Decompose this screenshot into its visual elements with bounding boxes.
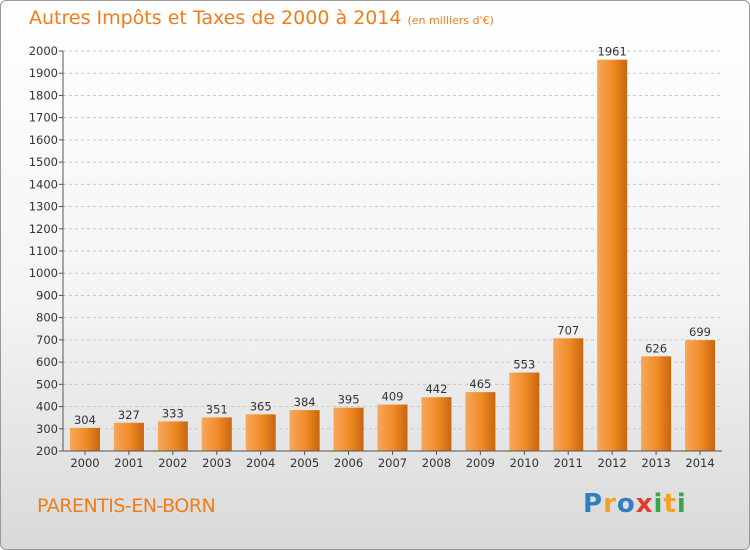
value-label: 395	[338, 393, 360, 407]
x-tick-label: 2000	[70, 456, 99, 470]
logo-letter: P	[583, 489, 604, 519]
y-tick-label: 900	[36, 288, 58, 302]
bar	[157, 421, 188, 451]
city-name: PARENTIS-EN-BORN	[37, 495, 216, 517]
y-tick-label: 800	[36, 311, 58, 325]
y-tick-label: 600	[36, 355, 58, 369]
logo-letter: i	[653, 489, 664, 519]
y-tick-label: 1800	[29, 88, 58, 102]
value-label: 1961	[598, 45, 627, 59]
value-label: 365	[250, 399, 272, 413]
chart-title-block: Autres Impôts et Taxes de 2000 à 2014 (en…	[29, 7, 494, 29]
value-label: 626	[645, 341, 667, 355]
bar	[597, 59, 628, 452]
value-label: 707	[557, 323, 579, 337]
x-tick-label: 2004	[246, 456, 275, 470]
chart-title: Autres Impôts et Taxes de 2000 à 2014	[29, 7, 402, 29]
chart-unit-note: (en milliers d'€)	[407, 14, 494, 27]
bar	[641, 356, 672, 451]
x-tick-label: 2009	[466, 456, 495, 470]
value-label: 333	[162, 406, 184, 420]
y-tick-label: 700	[36, 333, 58, 347]
x-tick-label: 2013	[641, 456, 670, 470]
y-tick-label: 2000	[29, 44, 58, 58]
bar	[377, 404, 408, 451]
bar	[465, 392, 496, 451]
x-tick-label: 2011	[554, 456, 583, 470]
x-tick-label: 2005	[290, 456, 319, 470]
y-tick-label: 1700	[29, 111, 58, 125]
y-tick-label: 1200	[29, 222, 58, 236]
bar	[685, 340, 716, 451]
value-label: 553	[513, 358, 535, 372]
x-tick-label: 2007	[378, 456, 407, 470]
value-label: 442	[425, 382, 447, 396]
value-label: 465	[469, 377, 491, 391]
y-tick-label: 1300	[29, 200, 58, 214]
bar	[333, 407, 364, 451]
y-tick-label: 1100	[29, 244, 58, 258]
bar	[69, 427, 100, 451]
y-tick-label: 1900	[29, 66, 58, 80]
bar	[113, 422, 144, 451]
x-tick-label: 2014	[685, 456, 714, 470]
x-tick-label: 2008	[422, 456, 451, 470]
proxiti-logo: Proxiti	[583, 489, 687, 519]
x-tick-label: 2010	[510, 456, 539, 470]
logo-letter: r	[603, 489, 617, 519]
y-tick-label: 300	[36, 422, 58, 436]
logo-letter: o	[616, 489, 636, 519]
bar	[509, 372, 540, 451]
bar	[245, 414, 276, 451]
value-label: 384	[294, 395, 316, 409]
x-tick-label: 2012	[598, 456, 627, 470]
x-tick-label: 2003	[202, 456, 231, 470]
value-label: 699	[689, 325, 711, 339]
y-tick-label: 500	[36, 377, 58, 391]
bar	[421, 397, 452, 451]
bar	[289, 410, 320, 451]
y-tick-label: 1600	[29, 133, 58, 147]
value-label: 351	[206, 402, 228, 416]
y-tick-label: 1400	[29, 177, 58, 191]
y-tick-label: 1500	[29, 155, 58, 169]
logo-letter: x	[635, 489, 654, 519]
y-tick-label: 200	[36, 444, 58, 458]
x-tick-label: 2002	[158, 456, 187, 470]
y-tick-label: 400	[36, 400, 58, 414]
x-tick-label: 2001	[114, 456, 143, 470]
logo-letter: t	[663, 489, 677, 519]
logo-letter: i	[676, 489, 687, 519]
value-label: 327	[118, 408, 140, 422]
value-label: 304	[74, 413, 96, 427]
bar	[201, 417, 232, 451]
x-tick-label: 2006	[334, 456, 363, 470]
y-tick-label: 1000	[29, 266, 58, 280]
value-label: 409	[382, 390, 404, 404]
bar	[553, 338, 584, 451]
